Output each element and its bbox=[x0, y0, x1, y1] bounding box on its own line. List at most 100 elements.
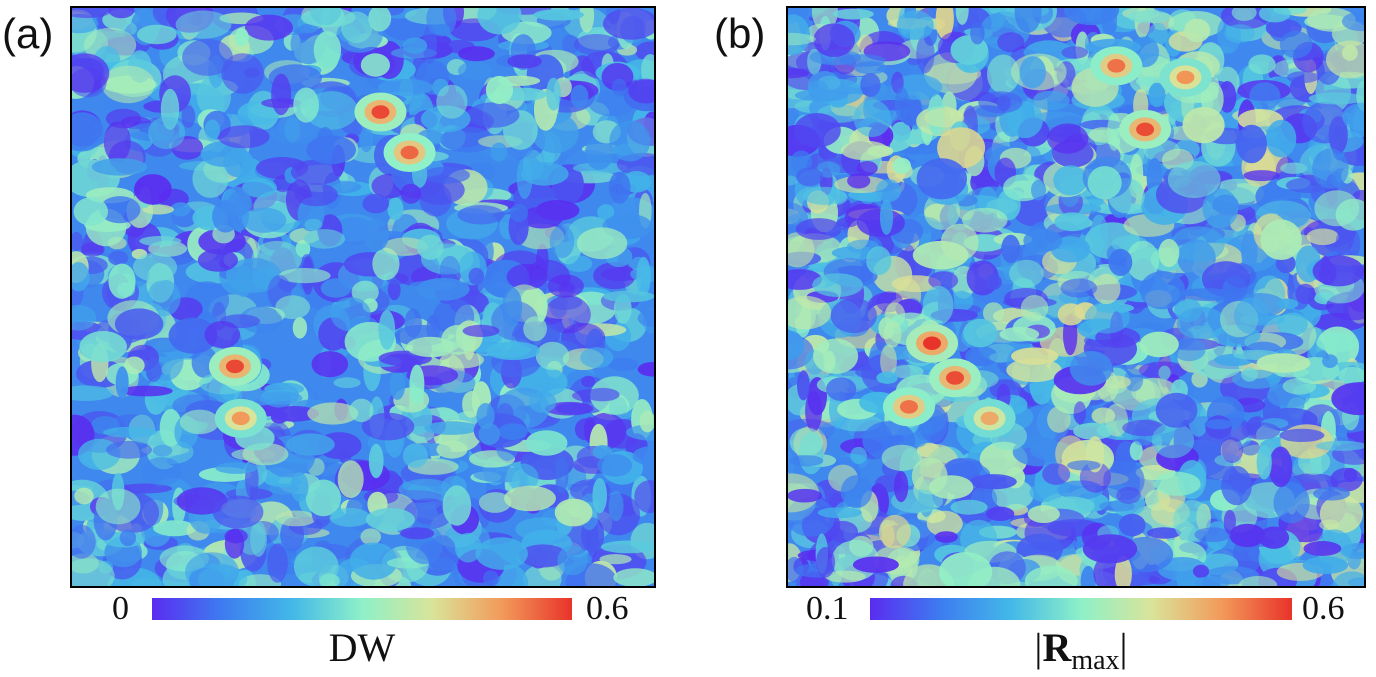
heatmap-cell bbox=[599, 554, 632, 565]
heatmap-cell bbox=[1020, 295, 1049, 322]
heatmap-cell bbox=[878, 514, 911, 549]
heatmap-cell bbox=[99, 196, 141, 224]
heatmap-cell bbox=[269, 344, 307, 367]
heatmap-cell bbox=[400, 527, 435, 540]
heatmap-cell bbox=[108, 8, 135, 19]
heatmap-cell bbox=[637, 362, 654, 377]
heatmap-cell bbox=[119, 529, 137, 547]
heatmap-cell bbox=[417, 234, 444, 260]
heatmap-cell bbox=[192, 159, 229, 198]
heatmap-cell bbox=[137, 24, 177, 45]
heatmap-cell bbox=[1258, 526, 1290, 549]
heatmap-cell bbox=[134, 174, 172, 205]
heatmap-cell bbox=[439, 351, 485, 369]
heatmap-cell bbox=[402, 443, 428, 468]
heatmap-cell bbox=[1060, 278, 1098, 298]
heatmap-cell bbox=[1073, 401, 1087, 425]
heatmap-cell bbox=[1249, 82, 1281, 111]
heatmap-hotspot bbox=[371, 105, 390, 119]
heatmap-cell bbox=[506, 263, 548, 290]
heatmap-cell bbox=[518, 544, 568, 568]
heatmap-cell bbox=[997, 32, 1025, 53]
heatmap-cell bbox=[608, 171, 631, 204]
heatmap-cell bbox=[963, 318, 998, 348]
heatmap-cell bbox=[1054, 212, 1091, 232]
heatmap-cell bbox=[130, 578, 166, 586]
heatmap-cell bbox=[600, 267, 642, 282]
heatmap-cell bbox=[603, 8, 654, 40]
heatmap-cell bbox=[1256, 445, 1272, 480]
heatmap-cell bbox=[139, 236, 182, 247]
heatmap-cell bbox=[1031, 179, 1046, 201]
heatmap-cell bbox=[478, 423, 500, 445]
heatmap-cell bbox=[636, 256, 651, 297]
heatmap-cell bbox=[242, 207, 287, 233]
heatmap-cell bbox=[922, 285, 954, 326]
heatmap-cell bbox=[196, 76, 231, 117]
heatmap-cell bbox=[114, 308, 164, 340]
heatmap-cell bbox=[227, 191, 253, 216]
heatmap-cell bbox=[387, 197, 404, 221]
heatmap-cell bbox=[141, 457, 183, 486]
heatmap-cell bbox=[839, 54, 886, 67]
heatmap-cell bbox=[573, 34, 620, 56]
heatmap-cell bbox=[72, 112, 104, 152]
heatmap-cell bbox=[234, 265, 252, 298]
heatmap-cell bbox=[1073, 422, 1113, 440]
heatmap-cell bbox=[1155, 392, 1198, 428]
heatmap-cell bbox=[797, 370, 810, 401]
panel-b-label: (b) bbox=[714, 10, 766, 57]
heatmap-cell bbox=[490, 142, 508, 162]
heatmap-cell bbox=[402, 37, 428, 54]
heatmap-cell bbox=[507, 463, 539, 493]
heatmap-cell bbox=[74, 487, 94, 505]
heatmap-cell bbox=[440, 126, 496, 153]
heatmap-cell bbox=[101, 65, 155, 104]
heatmap-cell bbox=[1286, 71, 1319, 84]
heatmap-cell bbox=[535, 341, 570, 371]
heatmap-cell bbox=[788, 455, 824, 467]
heatmap-cell bbox=[242, 178, 277, 198]
heatmap-cell bbox=[1029, 482, 1064, 503]
heatmap-cell bbox=[475, 537, 528, 570]
heatmap-cell bbox=[1146, 527, 1182, 539]
heatmap-cell bbox=[1302, 101, 1348, 144]
heatmap-cell bbox=[817, 507, 862, 519]
rmax-colorbar bbox=[870, 598, 1292, 620]
heatmap-cell bbox=[292, 317, 308, 339]
heatmap-cell bbox=[555, 457, 569, 494]
heatmap-cell bbox=[72, 8, 112, 19]
heatmap-cell bbox=[215, 462, 258, 474]
heatmap-hotspot bbox=[1176, 70, 1195, 85]
heatmap-cell bbox=[1139, 271, 1185, 310]
heatmap-cell bbox=[372, 247, 400, 281]
heatmap-cell bbox=[436, 84, 468, 119]
heatmap-cell bbox=[91, 158, 148, 176]
heatmap-cell bbox=[1279, 428, 1325, 442]
heatmap-cell bbox=[554, 498, 593, 527]
heatmap-cell bbox=[609, 120, 651, 162]
heatmap-cell bbox=[313, 31, 342, 69]
panel-a-label: (a) bbox=[2, 10, 54, 57]
heatmap-cell bbox=[123, 356, 145, 375]
heatmap-cell bbox=[197, 248, 238, 272]
heatmap-hotspot bbox=[1107, 59, 1126, 73]
heatmap-cell bbox=[311, 351, 349, 378]
heatmap-cell bbox=[502, 287, 523, 327]
heatmap-cell bbox=[179, 409, 220, 435]
heatmap-cell bbox=[946, 457, 983, 477]
heatmap-cell bbox=[788, 488, 823, 503]
heatmap-cell bbox=[523, 316, 547, 342]
heatmap-cell bbox=[270, 406, 320, 422]
heatmap-cell bbox=[634, 480, 654, 514]
heatmap-cell bbox=[329, 507, 371, 527]
heatmap-cell bbox=[333, 377, 361, 389]
heatmap-cell bbox=[875, 179, 902, 203]
heatmap-cell bbox=[1172, 337, 1206, 362]
heatmap-cell bbox=[204, 119, 221, 141]
heatmap-cell bbox=[937, 127, 986, 169]
heatmap-cell bbox=[1158, 238, 1180, 268]
heatmap-cell bbox=[826, 377, 857, 402]
heatmap-cell bbox=[1256, 353, 1311, 373]
heatmap-cell bbox=[204, 321, 241, 349]
